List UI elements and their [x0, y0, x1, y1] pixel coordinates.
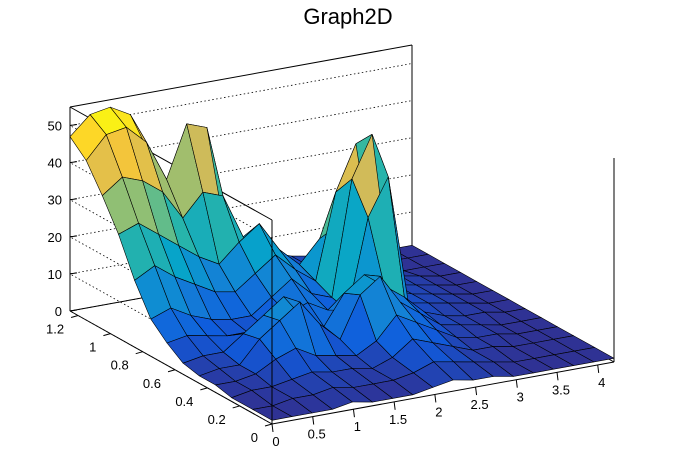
- x-tick: [475, 387, 478, 396]
- axis-ticks: 0 10 20 30 40 50 0 0.2 0.4 0.6 0.8 1 1.2 0 0.5 1 1.5 2 2.5…: [46, 119, 605, 450]
- tick-label: 2: [435, 405, 442, 420]
- y-tick: [232, 405, 240, 409]
- y-tick: [103, 333, 111, 337]
- z-tick: [69, 309, 78, 312]
- y-tick: [167, 369, 176, 373]
- tick-label: 0: [55, 304, 62, 319]
- z-tick: [69, 124, 78, 127]
- tick-label: 10: [48, 267, 62, 282]
- tick-label: 1: [354, 419, 361, 434]
- box-edge: [69, 44, 413, 108]
- x-tick: [597, 364, 600, 374]
- tick-label: 4: [598, 375, 605, 390]
- tick-label: 50: [48, 119, 62, 134]
- tick-label: 20: [48, 230, 62, 245]
- z-tick: [69, 235, 78, 238]
- x-tick: [434, 394, 437, 403]
- y-tick: [70, 315, 79, 319]
- x-tick: [393, 401, 396, 410]
- z-tick: [69, 161, 78, 164]
- tick-label: 1: [89, 340, 96, 355]
- tick-label: 0.5: [308, 427, 326, 442]
- tick-label: 30: [48, 193, 62, 208]
- x-tick: [352, 409, 355, 418]
- tick-label: 3.5: [552, 382, 570, 397]
- z-tick: [69, 272, 78, 275]
- y-tick: [135, 351, 143, 355]
- tick-label: 0.6: [143, 376, 161, 391]
- surface-mesh: [69, 106, 615, 421]
- gridline: [68, 248, 413, 425]
- chart-title: Graph2D: [303, 4, 392, 29]
- y-tick: [264, 423, 273, 427]
- tick-label: 3: [517, 390, 524, 405]
- x-tick: [556, 372, 559, 381]
- tick-label: 0.4: [175, 394, 193, 409]
- tick-label: 0: [272, 434, 279, 449]
- x-tick: [271, 423, 274, 433]
- tick-label: 2.5: [471, 397, 489, 412]
- tick-label: 0.2: [208, 412, 226, 427]
- y-tick: [200, 387, 208, 391]
- tick-label: 0.8: [111, 358, 129, 373]
- tick-label: 40: [48, 156, 62, 171]
- tick-label: 0: [251, 430, 258, 445]
- tick-label: 1.5: [389, 412, 407, 427]
- tick-label: 1.2: [46, 322, 64, 337]
- z-tick: [69, 198, 78, 201]
- x-tick: [515, 379, 518, 388]
- x-tick: [312, 416, 315, 425]
